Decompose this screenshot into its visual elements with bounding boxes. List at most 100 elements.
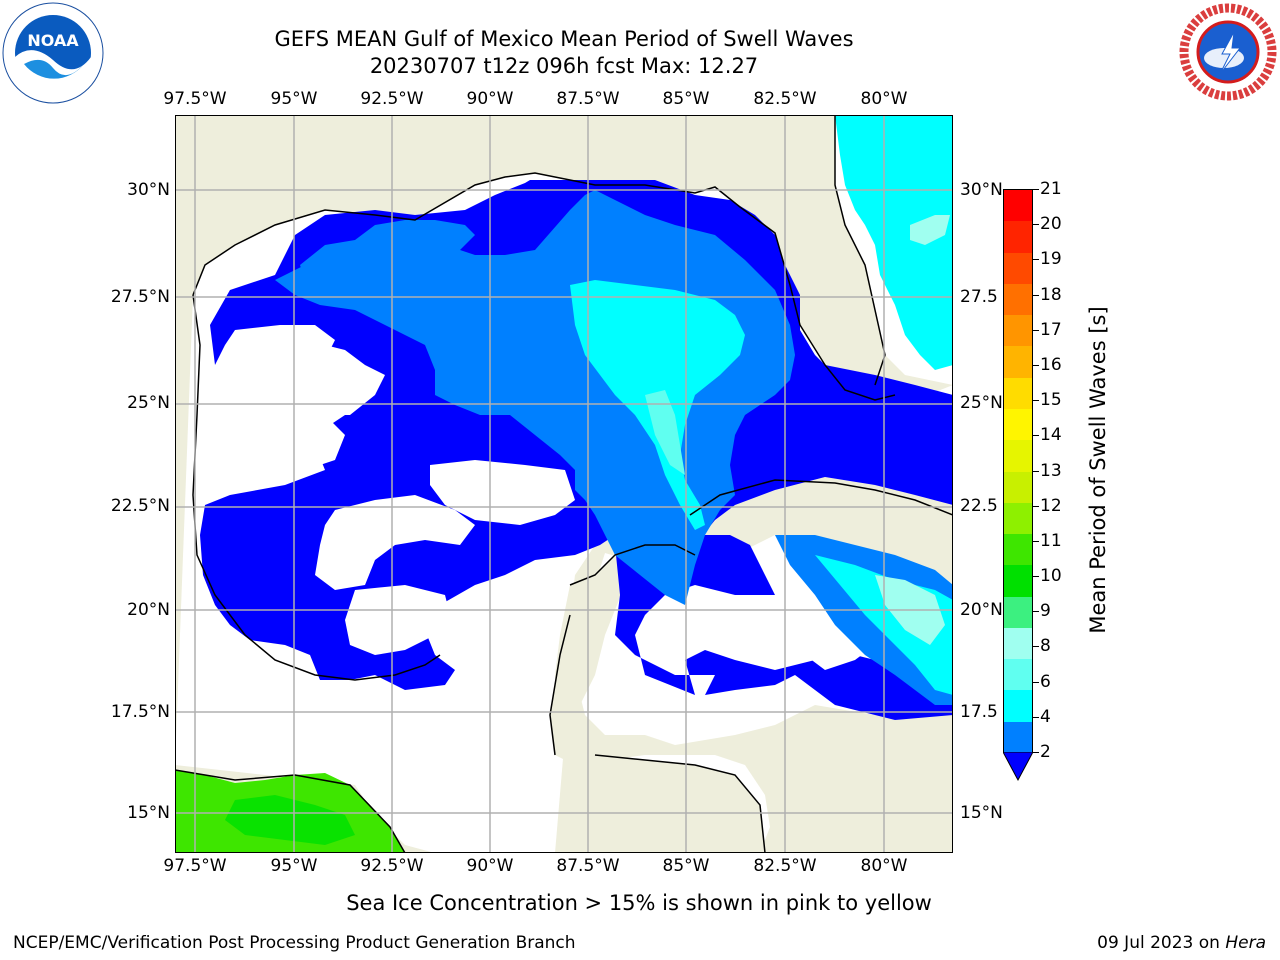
florida-land (715, 115, 885, 400)
colorbar-tick-label: 14 (1040, 425, 1062, 446)
colorbar-segment (1004, 596, 1032, 629)
colorbar-segment (1004, 252, 1032, 285)
lat-label-left: 15°N (127, 803, 170, 823)
central-america-land (555, 735, 953, 853)
colorbar-tick-label: 8 (1040, 636, 1051, 657)
colorbar-label: Mean Period of Swell Waves [s] (1086, 306, 1110, 634)
colorbar-tick-label: 10 (1040, 566, 1062, 587)
lon-label-top: 82.5°W (753, 89, 817, 109)
swell-6-8-gulf (645, 390, 685, 475)
colorbar-tick-label: 6 (1040, 671, 1051, 692)
colorbar-tick-mark (1033, 329, 1039, 331)
lon-label-bottom: 97.5°W (163, 856, 227, 876)
colorbar-tick-mark (1033, 294, 1039, 296)
gulf-coastline (192, 115, 953, 756)
lat-label-right: 20°N (960, 600, 1003, 620)
colorbar-segment (1004, 721, 1032, 754)
chart-subtitle: 20230707 t12z 096h fcst Max: 12.27 (369, 54, 759, 78)
colorbar-tick-mark (1033, 470, 1039, 472)
colorbar (1003, 189, 1033, 754)
colorbar-tick-mark (1033, 540, 1039, 542)
footer-date: 09 Jul 2023 on Hera (1097, 932, 1266, 954)
chart-title: GEFS MEAN Gulf of Mexico Mean Period of … (274, 27, 854, 51)
nodata-south-1 (345, 585, 450, 655)
lat-label-right: 17.5 (960, 702, 998, 722)
nodata-center-2 (430, 460, 575, 525)
lat-label-right: 25°N (960, 393, 1003, 413)
lon-label-top: 80°W (860, 89, 908, 109)
lat-label-left: 25°N (127, 393, 170, 413)
colorbar-segment (1004, 471, 1032, 504)
lon-label-bottom: 87.5°W (556, 856, 620, 876)
lat-label-right: 30°N (960, 180, 1003, 200)
lon-label-bottom: 80°W (860, 856, 908, 876)
lat-label-right: 15°N (960, 803, 1003, 823)
colorbar-tick-mark (1033, 400, 1039, 402)
lat-label-left: 22.5°N (110, 496, 170, 516)
colorbar-segment (1004, 502, 1032, 535)
lon-label-top: 92.5°W (360, 89, 424, 109)
colorbar-tick-label: 13 (1040, 460, 1062, 481)
colorbar-segment (1004, 408, 1032, 441)
lon-label-top: 85°W (662, 89, 710, 109)
lon-label-top: 87.5°W (556, 89, 620, 109)
colorbar-tick-label: 21 (1040, 179, 1062, 199)
nodata-west-3 (200, 415, 345, 495)
map-area (175, 115, 953, 853)
colorbar-tick-mark (1033, 611, 1039, 613)
colorbar-tick-label: 15 (1040, 390, 1062, 411)
swell-4-6-atlantic (835, 115, 953, 370)
colorbar-tick-label: 11 (1040, 530, 1062, 551)
sea-ice-note: Sea Ice Concentration > 15% is shown in … (346, 891, 932, 915)
yucatan-land (555, 545, 645, 735)
swell-10-11-pacific (225, 795, 355, 845)
map-frame (175, 115, 953, 853)
map-gridlines (175, 115, 953, 853)
lon-label-top: 97.5°W (163, 89, 227, 109)
colorbar-tick-mark (1033, 576, 1039, 578)
colorbar-tick-label: 20 (1040, 214, 1062, 235)
lon-label-top: 90°W (466, 89, 514, 109)
footer-credit: NCEP/EMC/Verification Post Processing Pr… (13, 933, 576, 953)
colorbar-tick-label: 16 (1040, 354, 1062, 375)
colorbar-segment (1004, 659, 1032, 691)
lat-label-left: 27.5°N (110, 287, 170, 307)
nodata-west-2 (285, 345, 385, 415)
lat-label-right: 22.5 (960, 496, 998, 516)
swell-2-4-caribbean (775, 535, 953, 705)
colorbar-tick-label: 2 (1040, 742, 1051, 762)
colorbar-tick-mark (1033, 681, 1039, 683)
colorbar-segment (1004, 534, 1032, 566)
lon-label-top: 95°W (270, 89, 318, 109)
colorbar-tick-mark (1033, 752, 1039, 753)
colorbar-segment (1004, 221, 1032, 254)
nodata-center-1 (315, 495, 475, 590)
colorbar-tick-mark (1033, 364, 1039, 366)
colorbar-tick-mark (1033, 259, 1039, 261)
colorbar-segment (1004, 627, 1032, 660)
noaa-logo: NOAA (2, 2, 104, 104)
lat-label-left: 17.5°N (110, 702, 170, 722)
colorbar-tick-mark (1033, 646, 1039, 648)
nodata-west-1 (215, 325, 335, 385)
colorbar-tick-label: 18 (1040, 284, 1062, 305)
colorbar-segment (1004, 565, 1032, 598)
colorbar-segment (1004, 283, 1032, 316)
lon-label-bottom: 92.5°W (360, 856, 424, 876)
colorbar-tick-label: 19 (1040, 249, 1062, 270)
colorbar-segment (1004, 690, 1032, 723)
colorbar-tick-label: 9 (1040, 601, 1051, 622)
footer-date-text: 09 Jul 2023 on (1097, 933, 1226, 953)
lon-label-bottom: 90°W (466, 856, 514, 876)
colorbar-tick-label: 17 (1040, 319, 1062, 340)
lon-label-bottom: 85°W (662, 856, 710, 876)
colorbar-tick-mark (1033, 505, 1039, 507)
svg-text:NOAA: NOAA (27, 31, 79, 50)
colorbar-segment (1004, 346, 1032, 379)
swell-lt2-caribbean (615, 535, 953, 720)
lon-label-bottom: 82.5°W (753, 856, 817, 876)
colorbar-segment (1004, 190, 1032, 222)
nodata-caribbean-1 (735, 575, 815, 620)
footer-machine: Hera (1225, 933, 1266, 953)
swell-2-4-north (300, 220, 475, 280)
